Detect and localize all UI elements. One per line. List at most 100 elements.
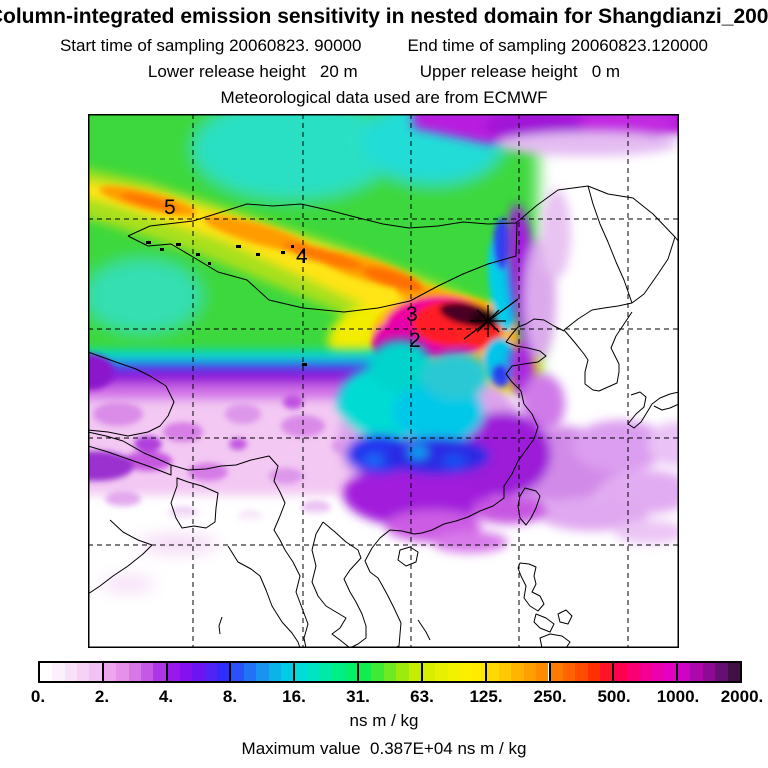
colorbar-cell [599, 663, 613, 681]
colorbar-cell [103, 663, 117, 681]
colorbar-cell [422, 663, 436, 681]
colorbar-segment [678, 663, 740, 681]
colorbar-segment [103, 663, 168, 681]
colorbar-cell [371, 663, 384, 681]
colorbar-cell [217, 663, 230, 681]
trajectory-label-5: 5 [164, 196, 176, 219]
colorbar-cell [663, 663, 677, 681]
colorbar-tick-label: 250. [533, 687, 567, 706]
colorbar-cell [243, 663, 257, 681]
colorbar-cell [256, 663, 269, 681]
plot-title: Column-integrated emission sensitivity i… [0, 5, 768, 28]
receptor-star-icon [463, 298, 519, 340]
colorbar-cell [204, 663, 218, 681]
colorbar-cell [192, 663, 205, 681]
sampling-end-text: End time of sampling 20060823.120000 [407, 36, 709, 55]
title-row: Column-integrated emission sensitivity i… [0, 2, 768, 34]
met-source-text: Meteorological data used are from ECMWF [220, 88, 548, 107]
colorbar-units: ns m / kg [349, 711, 419, 730]
colorbar-cell [459, 663, 473, 681]
colorbar-cell [128, 663, 141, 681]
trajectory-label-2: 2 [409, 329, 421, 352]
colorbar-cell [690, 663, 703, 681]
colorbar-cell [64, 663, 78, 681]
colorbar-cell [280, 663, 294, 681]
colorbar-tick-label: 0. [30, 687, 46, 706]
colorbar-cell [562, 663, 576, 681]
colorbar-cell [550, 663, 563, 681]
colorbar-tick-label: 125. [469, 687, 503, 706]
release-lower-text: Lower release height 20 m [147, 62, 358, 81]
colorbar-cell [408, 663, 421, 681]
sampling-start-text: Start time of sampling 20060823. 90000 [59, 36, 362, 55]
colorbar-tick-label: 500. [597, 687, 631, 706]
colorbar-cell [486, 663, 500, 681]
colorbar-cell [447, 663, 460, 681]
colorbar-cell [383, 663, 397, 681]
map-area: 5 4 3 2 [88, 114, 679, 648]
colorbar-cell [89, 663, 102, 681]
graticule [88, 114, 679, 648]
met-source-row: Meteorological data used are from ECMWF [0, 88, 768, 108]
colorbar-cell [626, 663, 640, 681]
colorbar-tick-label: 16. [282, 687, 306, 706]
colorbar-cell [319, 663, 333, 681]
colorbar [38, 661, 742, 683]
colorbar-cell [396, 663, 409, 681]
trajectory-day-labels: 5 4 3 2 [164, 196, 421, 352]
colorbar-tick-label: 2000. [720, 687, 764, 706]
lakes [146, 241, 307, 366]
colorbar-cell [179, 663, 193, 681]
colorbar-cell [231, 663, 244, 681]
colorbar-cell [499, 663, 512, 681]
colorbar-cell [511, 663, 524, 681]
colorbar-cell [40, 663, 53, 681]
colorbar-cell [523, 663, 537, 681]
colorbar-cell [727, 663, 740, 681]
colorbar-cell [307, 663, 320, 681]
colorbar-segment [295, 663, 360, 681]
colorbar-tick-label: 8. [222, 687, 238, 706]
colorbar-cell [116, 663, 129, 681]
max-value-text: Maximum value 0.387E+04 ns m / kg [241, 739, 527, 758]
colorbar-cell [140, 663, 154, 681]
trajectory-label-4: 4 [296, 245, 308, 268]
colorbar-cell [614, 663, 627, 681]
colorbar-segment [486, 663, 551, 681]
colorbar-cell [332, 663, 345, 681]
colorbar-cell [153, 663, 166, 681]
colorbar-cell [639, 663, 652, 681]
colorbar-cell [52, 663, 65, 681]
colorbar-ticks: 0. 2. 4. 8. 16. 31. 63. 125. 250. 500. 1000. 2000. [0, 687, 768, 709]
colorbar-cell [295, 663, 308, 681]
colorbar-cell [435, 663, 448, 681]
map-frame [88, 114, 679, 648]
colorbar-cell [715, 663, 728, 681]
trajectory-label-3: 3 [406, 303, 418, 326]
colorbar-segment [614, 663, 679, 681]
release-heights-row: Lower release height 20 m Upper release … [0, 62, 768, 82]
colorbar-cell [472, 663, 485, 681]
colorbar-cell [536, 663, 549, 681]
colorbar-cell [77, 663, 90, 681]
colorbar-cell [587, 663, 600, 681]
colorbar-segments [40, 663, 740, 681]
colorbar-cell [268, 663, 281, 681]
colorbar-cell [359, 663, 372, 681]
release-upper-text: Upper release height 0 m [419, 62, 621, 81]
colorbar-segment [231, 663, 296, 681]
colorbar-segment [167, 663, 232, 681]
colorbar-segment [40, 663, 104, 681]
sensitivity-map: 5 4 3 2 [88, 114, 679, 648]
colorbar-cell [344, 663, 358, 681]
colorbar-tick-label: 63. [410, 687, 434, 706]
colorbar-tick-label: 1000. [656, 687, 700, 706]
colorbar-cell [575, 663, 588, 681]
colorbar-tick-label: 31. [346, 687, 370, 706]
colorbar-segment [550, 663, 615, 681]
colorbar-cell [167, 663, 180, 681]
colorbar-segment [359, 663, 423, 681]
colorbar-cell [678, 663, 691, 681]
colorbar-cell [651, 663, 664, 681]
